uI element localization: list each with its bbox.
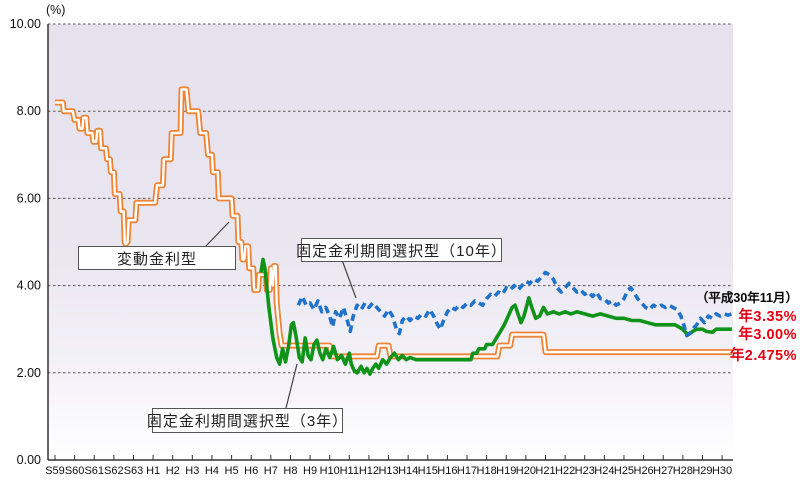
x-tick-label-H14: H14	[398, 465, 418, 477]
callout-fixed-10yr: 固定金利期間選択型（10年）	[296, 238, 506, 262]
x-tick-label-H20: H20	[516, 465, 536, 477]
y-axis-unit-label: (%)	[46, 3, 65, 17]
series-line-fixed-10yr	[296, 270, 733, 338]
leader-line-fixed-10yr	[341, 259, 357, 299]
y-tick-label-8.00: 8.00	[17, 104, 41, 118]
callout-variable-rate: 変動金利型	[78, 246, 236, 270]
x-tick-label-H22: H22	[555, 465, 575, 477]
x-tick-label-H11: H11	[340, 465, 359, 477]
x-tick-label-H16: H16	[437, 465, 457, 477]
x-tick-label-S61: S61	[84, 465, 104, 477]
x-tick-label-H28: H28	[673, 465, 693, 477]
data-series-lines	[55, 86, 733, 376]
x-tick-label-H29: H29	[692, 465, 712, 477]
rate-label-variable-rate: 年2.475%	[729, 348, 797, 364]
rate-label-fixed-10yr: 年3.35%	[738, 309, 797, 325]
x-tick-label-H5: H5	[225, 465, 239, 477]
callout-leader-lines	[204, 221, 357, 409]
axes	[47, 24, 733, 461]
series-line-variable-rate-core	[55, 88, 732, 358]
callout-fixed-3yr: 固定金利期間選択型（3年）	[147, 408, 347, 433]
x-tick-label-H23: H23	[575, 465, 595, 477]
x-tick-label-H8: H8	[283, 465, 297, 477]
x-tick-label-H9: H9	[303, 465, 317, 477]
x-tick-label-H30: H30	[712, 465, 732, 477]
x-tick-label-H19: H19	[496, 465, 516, 477]
x-tick-label-H25: H25	[614, 465, 634, 477]
leader-line-variable-rate	[204, 221, 230, 248]
x-tick-label-S59: S59	[45, 465, 65, 477]
y-tick-label-2.00: 2.00	[17, 366, 41, 380]
x-tick-label-H27: H27	[653, 465, 673, 477]
gridlines	[48, 23, 733, 374]
x-tick-label-H3: H3	[185, 465, 199, 477]
x-tick-label-S62: S62	[104, 465, 124, 477]
y-tick-label-0.00: 0.00	[17, 453, 41, 467]
axis-tick-labels: S59 S60 S61 S62 S63 H1 H2 H3 H4 H5 H6 H7 H8 H9 H10 H11 H…	[10, 3, 732, 477]
x-tick-label-H4: H4	[205, 465, 219, 477]
x-tick-label-H2: H2	[166, 465, 180, 477]
rate-label-fixed-3yr: 年3.00%	[738, 327, 797, 343]
x-tick-label-H1: H1	[146, 465, 160, 477]
x-tick-label-H6: H6	[244, 465, 258, 477]
x-tick-label-H21: H21	[535, 465, 555, 477]
y-tick-label-10.00: 10.00	[10, 17, 41, 31]
x-tick-label-H18: H18	[477, 465, 497, 477]
y-tick-label-4.00: 4.00	[17, 279, 41, 293]
x-tick-label-H24: H24	[594, 465, 614, 477]
date-note: （平成30年11月）	[695, 291, 798, 305]
leader-line-fixed-3yr	[285, 363, 298, 409]
x-tick-label-S63: S63	[124, 465, 144, 477]
y-tick-label-6.00: 6.00	[17, 191, 41, 205]
x-tick-label-H26: H26	[634, 465, 654, 477]
x-tick-label-S60: S60	[65, 465, 85, 477]
x-tick-label-H7: H7	[264, 465, 278, 477]
x-tick-label-H10: H10	[320, 465, 340, 477]
x-tick-label-H12: H12	[359, 465, 379, 477]
x-tick-label-H17: H17	[457, 465, 477, 477]
series-line-fixed-3yr	[259, 257, 732, 376]
x-tick-label-H13: H13	[378, 465, 398, 477]
x-tick-label-H15: H15	[418, 465, 438, 477]
